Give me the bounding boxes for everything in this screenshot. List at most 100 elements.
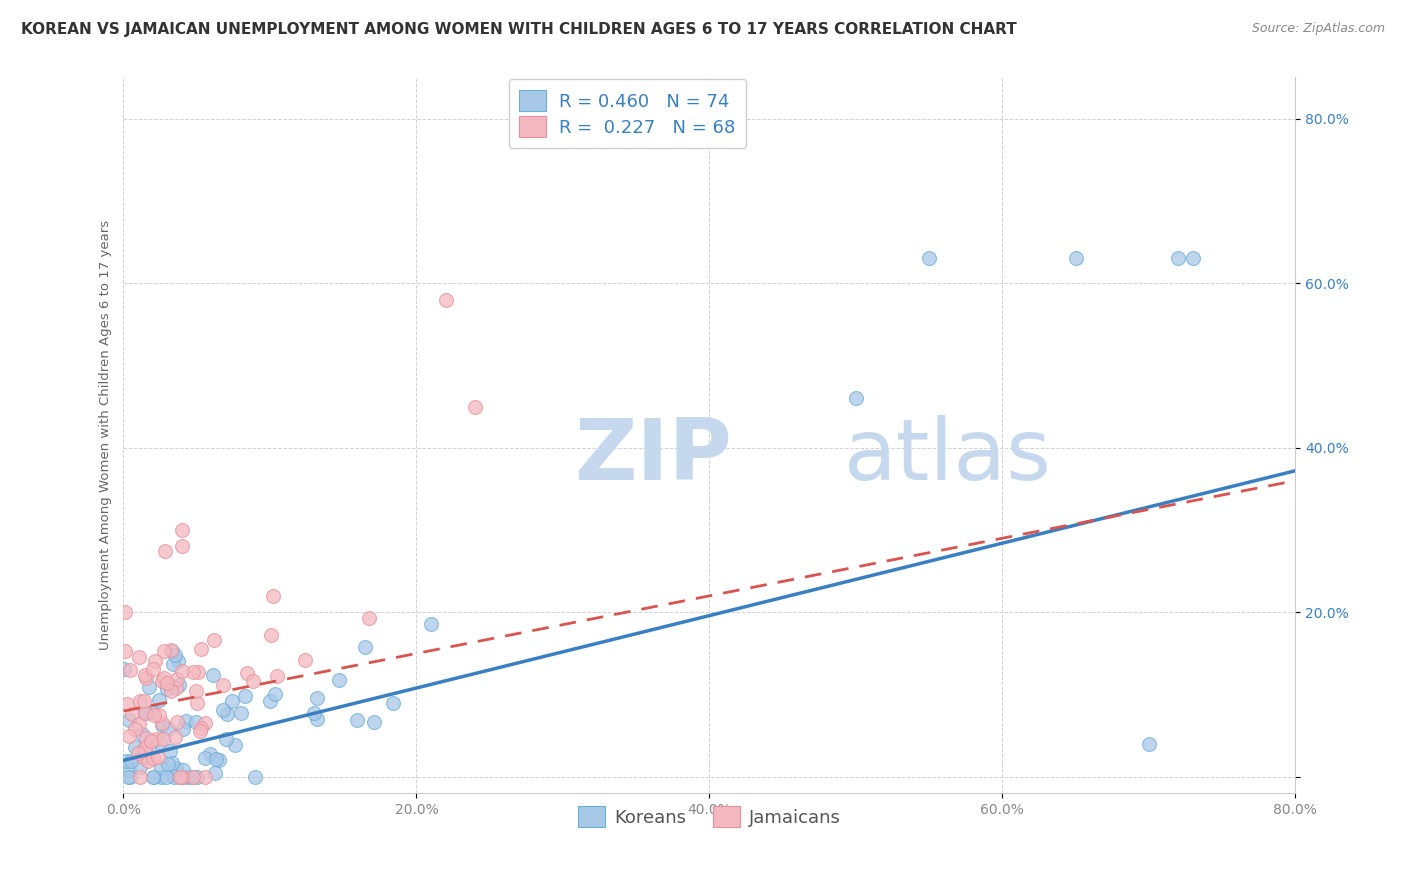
Point xyxy=(135,672,157,686)
Point xyxy=(1064,252,1087,266)
Point xyxy=(204,766,226,780)
Point xyxy=(190,724,212,739)
Text: KOREAN VS JAMAICAN UNEMPLOYMENT AMONG WOMEN WITH CHILDREN AGES 6 TO 17 YEARS COR: KOREAN VS JAMAICAN UNEMPLOYMENT AMONG WO… xyxy=(21,22,1017,37)
Point xyxy=(169,678,191,692)
Point xyxy=(918,252,941,266)
Point xyxy=(165,681,187,696)
Point xyxy=(118,763,141,777)
Point xyxy=(156,722,179,736)
Point xyxy=(112,662,135,676)
Text: Source: ZipAtlas.com: Source: ZipAtlas.com xyxy=(1251,22,1385,36)
Point xyxy=(149,761,172,775)
Point xyxy=(150,716,173,731)
Point xyxy=(150,770,173,784)
Point xyxy=(142,770,165,784)
Point xyxy=(139,706,162,720)
Point xyxy=(118,713,141,727)
Point xyxy=(172,723,194,737)
Point xyxy=(181,770,204,784)
Text: ZIP: ZIP xyxy=(575,416,733,499)
Point xyxy=(193,715,215,730)
Point xyxy=(150,674,173,689)
Point xyxy=(1137,737,1160,751)
Point xyxy=(124,739,146,754)
Point xyxy=(152,731,174,746)
Point xyxy=(231,706,253,721)
Point xyxy=(235,689,257,703)
Point xyxy=(419,616,441,631)
Point xyxy=(166,673,188,687)
Point xyxy=(354,640,377,654)
Point xyxy=(128,650,150,665)
Point xyxy=(262,590,284,604)
Point xyxy=(143,708,166,723)
Point xyxy=(242,674,264,689)
Legend: Koreans, Jamaicans: Koreans, Jamaicans xyxy=(571,799,848,834)
Point xyxy=(190,642,212,657)
Point xyxy=(201,668,224,682)
Point xyxy=(142,662,165,676)
Point xyxy=(121,707,143,722)
Point xyxy=(162,657,184,672)
Point xyxy=(176,770,198,784)
Point xyxy=(134,694,156,708)
Point xyxy=(328,673,350,687)
Point xyxy=(160,683,183,698)
Point xyxy=(845,392,868,406)
Point xyxy=(294,652,316,666)
Point xyxy=(146,749,169,764)
Point xyxy=(186,696,208,710)
Point xyxy=(132,749,155,764)
Point xyxy=(148,708,170,723)
Point xyxy=(434,293,457,307)
Point xyxy=(307,691,329,706)
Point xyxy=(150,718,173,732)
Point xyxy=(118,729,141,743)
Point xyxy=(142,751,165,765)
Point xyxy=(166,714,188,729)
Point xyxy=(464,400,486,414)
Point xyxy=(160,756,183,770)
Point xyxy=(117,770,139,784)
Point xyxy=(215,731,238,746)
Point xyxy=(136,754,159,768)
Point xyxy=(181,770,204,784)
Point xyxy=(184,714,207,729)
Point xyxy=(114,644,136,658)
Point xyxy=(260,628,283,642)
Point xyxy=(129,770,152,784)
Point xyxy=(156,681,179,696)
Point xyxy=(235,666,257,681)
Point xyxy=(205,752,228,766)
Point xyxy=(166,654,188,668)
Point xyxy=(170,523,193,537)
Point xyxy=(186,770,208,784)
Point xyxy=(131,726,153,740)
Point xyxy=(165,761,187,775)
Point xyxy=(169,770,191,784)
Point xyxy=(266,669,288,683)
Point xyxy=(134,706,156,721)
Point xyxy=(198,747,221,761)
Point xyxy=(221,694,243,708)
Point xyxy=(194,770,217,784)
Point xyxy=(259,694,281,708)
Point xyxy=(152,644,174,658)
Point xyxy=(174,714,197,728)
Point xyxy=(363,715,385,730)
Point xyxy=(114,754,136,768)
Point xyxy=(165,731,187,745)
Point xyxy=(170,664,193,678)
Point xyxy=(187,665,209,679)
Point xyxy=(129,693,152,707)
Point xyxy=(181,665,204,679)
Point xyxy=(193,751,215,765)
Point xyxy=(172,770,194,784)
Point xyxy=(138,742,160,756)
Point xyxy=(163,648,186,662)
Point xyxy=(134,705,156,719)
Point xyxy=(382,696,405,710)
Point xyxy=(190,721,212,735)
Point xyxy=(172,770,194,784)
Point xyxy=(128,717,150,731)
